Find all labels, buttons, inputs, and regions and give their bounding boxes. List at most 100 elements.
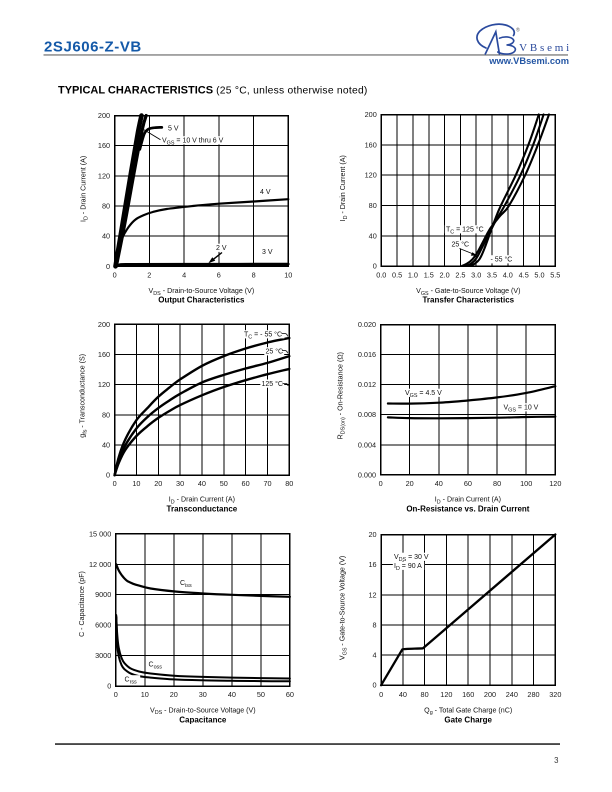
svg-text:5.5: 5.5 xyxy=(550,270,560,279)
svg-text:25 °C: 25 °C xyxy=(452,241,470,249)
svg-text:10: 10 xyxy=(132,479,140,488)
svg-text:0: 0 xyxy=(114,690,118,699)
svg-text:Crss: Crss xyxy=(125,677,138,686)
svg-text:Qg - Total Gate Charge (nC): Qg - Total Gate Charge (nC) xyxy=(424,706,512,716)
svg-text:0.020: 0.020 xyxy=(358,320,376,329)
svg-text:Gate Charge: Gate Charge xyxy=(444,715,492,724)
svg-text:0.000: 0.000 xyxy=(358,470,376,479)
svg-text:280: 280 xyxy=(527,690,539,699)
svg-text:2 V: 2 V xyxy=(216,245,227,252)
svg-text:VDS - Drain-to-Source Voltage: VDS - Drain-to-Source Voltage (V) xyxy=(150,706,256,716)
svg-text:80: 80 xyxy=(421,690,429,699)
svg-text:0.004: 0.004 xyxy=(358,440,376,449)
svg-text:3.0: 3.0 xyxy=(471,270,481,279)
svg-text:VGS = 10 V thru 6 V: VGS = 10 V thru 6 V xyxy=(162,138,224,147)
svg-text:200: 200 xyxy=(484,690,496,699)
svg-text:VGS = 10 V: VGS = 10 V xyxy=(504,405,539,414)
svg-text:0: 0 xyxy=(373,262,377,271)
svg-text:ID - Drain Current (A): ID - Drain Current (A) xyxy=(435,496,501,506)
svg-text:120: 120 xyxy=(98,380,110,389)
svg-text:- 55 °C: - 55 °C xyxy=(491,256,513,264)
svg-text:12 000: 12 000 xyxy=(89,560,111,569)
svg-text:10: 10 xyxy=(284,270,292,279)
svg-text:TC = 125 °C: TC = 125 °C xyxy=(446,226,484,236)
svg-text:40: 40 xyxy=(198,479,206,488)
svg-text:3000: 3000 xyxy=(95,651,111,660)
svg-text:2.0: 2.0 xyxy=(440,270,450,279)
svg-text:80: 80 xyxy=(369,201,377,210)
svg-text:100: 100 xyxy=(520,479,532,488)
svg-text:3: 3 xyxy=(554,756,558,765)
svg-text:50: 50 xyxy=(257,690,265,699)
svg-text:ID - Drain Current (A): ID - Drain Current (A) xyxy=(339,155,349,221)
svg-text:2.5: 2.5 xyxy=(455,270,465,279)
svg-text:4: 4 xyxy=(373,651,377,660)
svg-text:70: 70 xyxy=(263,479,271,488)
svg-text:16: 16 xyxy=(368,560,376,569)
svg-text:6000: 6000 xyxy=(95,621,111,630)
svg-text:12: 12 xyxy=(368,590,376,599)
svg-text:2: 2 xyxy=(147,270,151,279)
svg-text:VGS - Gate-to-Source Voltage (: VGS - Gate-to-Source Voltage (V) xyxy=(339,556,349,660)
svg-text:40: 40 xyxy=(369,231,377,240)
svg-text:160: 160 xyxy=(98,141,110,150)
svg-text:50: 50 xyxy=(220,479,228,488)
svg-text:Coss: Coss xyxy=(149,662,163,671)
svg-text:4.0: 4.0 xyxy=(503,270,513,279)
svg-text:40: 40 xyxy=(399,690,407,699)
svg-text:160: 160 xyxy=(98,350,110,359)
svg-text:8: 8 xyxy=(252,270,256,279)
svg-text:3 V: 3 V xyxy=(262,249,273,256)
svg-text:20: 20 xyxy=(170,690,178,699)
svg-text:VBsemi: VBsemi xyxy=(519,42,572,54)
svg-text:1.0: 1.0 xyxy=(408,270,418,279)
svg-text:VDS - Drain-to-Source Voltage: VDS - Drain-to-Source Voltage (V) xyxy=(149,287,255,297)
svg-text:80: 80 xyxy=(102,202,110,211)
svg-text:Output Characteristics: Output Characteristics xyxy=(158,296,245,305)
svg-text:15 000: 15 000 xyxy=(89,529,111,538)
svg-text:125 °C: 125 °C xyxy=(262,380,283,388)
svg-text:0.016: 0.016 xyxy=(358,350,376,359)
svg-text:Transfer Characteristics: Transfer Characteristics xyxy=(422,296,514,305)
svg-text:9000: 9000 xyxy=(95,590,111,599)
svg-text:RDS(on) - On-Resistance (Ω): RDS(on) - On-Resistance (Ω) xyxy=(337,352,347,439)
svg-text:4: 4 xyxy=(182,270,186,279)
svg-text:40: 40 xyxy=(102,441,110,450)
svg-text:0: 0 xyxy=(106,471,110,480)
svg-text:40: 40 xyxy=(435,479,443,488)
svg-text:200: 200 xyxy=(98,320,110,329)
svg-text:160: 160 xyxy=(365,140,377,149)
svg-text:60: 60 xyxy=(286,690,294,699)
svg-text:80: 80 xyxy=(102,410,110,419)
svg-text:40: 40 xyxy=(228,690,236,699)
svg-text:30: 30 xyxy=(176,479,184,488)
svg-text:20: 20 xyxy=(406,479,414,488)
svg-text:www.VBsemi.com: www.VBsemi.com xyxy=(488,56,569,66)
svg-text:0: 0 xyxy=(113,270,117,279)
svg-text:10: 10 xyxy=(141,690,149,699)
svg-text:4 V: 4 V xyxy=(260,189,271,196)
svg-text:0: 0 xyxy=(107,682,111,691)
svg-text:VGS - Gate-to-Source Voltage (: VGS - Gate-to-Source Voltage (V) xyxy=(416,287,520,297)
svg-text:ID = 90 A: ID = 90 A xyxy=(394,563,422,572)
svg-text:TC = - 55 °C: TC = - 55 °C xyxy=(244,331,282,341)
svg-text:40: 40 xyxy=(102,232,110,241)
svg-text:5 V: 5 V xyxy=(168,126,179,133)
svg-text:On-Resistance vs. Drain Curren: On-Resistance vs. Drain Current xyxy=(406,505,529,514)
svg-text:160: 160 xyxy=(462,690,474,699)
svg-text:Ciss: Ciss xyxy=(180,580,192,589)
svg-text:80: 80 xyxy=(493,479,501,488)
svg-text:ID - Drain Current (A): ID - Drain Current (A) xyxy=(80,156,90,222)
svg-text:60: 60 xyxy=(242,479,250,488)
svg-text:6: 6 xyxy=(217,270,221,279)
svg-text:8: 8 xyxy=(373,620,377,629)
svg-text:1.5: 1.5 xyxy=(424,270,434,279)
svg-text:4.5: 4.5 xyxy=(519,270,529,279)
svg-text:120: 120 xyxy=(549,479,561,488)
svg-text:VDS = 30 V: VDS = 30 V xyxy=(394,554,429,563)
svg-text:240: 240 xyxy=(506,690,518,699)
svg-text:3.5: 3.5 xyxy=(487,270,497,279)
svg-text:Transconductance: Transconductance xyxy=(167,505,238,514)
svg-text:0.5: 0.5 xyxy=(392,270,402,279)
svg-text:120: 120 xyxy=(365,171,377,180)
